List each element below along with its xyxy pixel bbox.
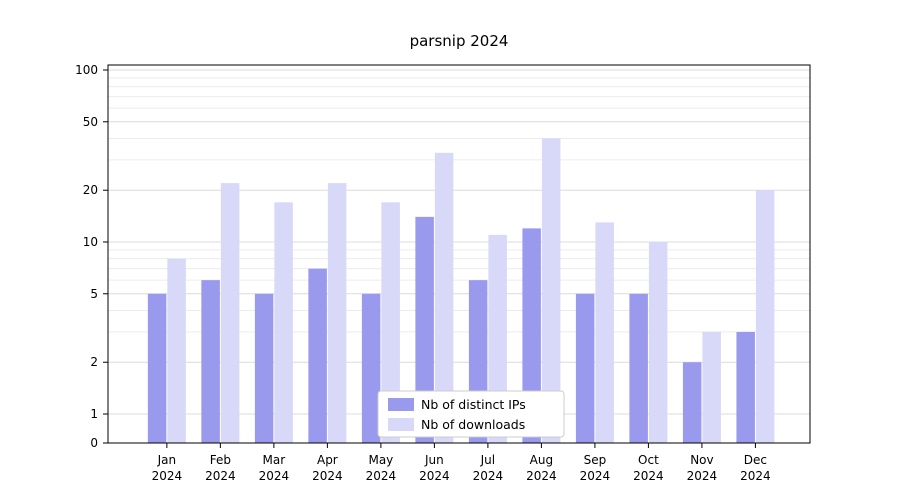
y-tick-label-100: 100: [75, 63, 98, 77]
bar-ips-mar-2024: [254, 293, 274, 443]
bar-ips-jun-2024: [415, 216, 434, 443]
bar-downloads-jan-2024: [167, 258, 186, 443]
bar-ips-nov-2024: [682, 362, 702, 443]
y-tick-label-2: 2: [90, 355, 98, 369]
axis-ticks: [103, 69, 756, 448]
bar-downloads-mar-2024: [274, 202, 293, 443]
x-tick-label-month-2: Mar: [263, 453, 286, 467]
bar-downloads-oct-2024: [648, 242, 668, 443]
bar-downloads-apr-2024: [327, 183, 347, 443]
bar-downloads-dec-2024: [755, 190, 775, 443]
x-tick-label-year-10: 2024: [687, 469, 718, 483]
bar-ips-jan-2024: [147, 293, 167, 443]
x-tick-label-year-1: 2024: [205, 469, 236, 483]
bar-ips-aug-2024: [522, 228, 541, 443]
bar-ips-sep-2024: [575, 293, 595, 443]
x-tick-label-month-10: Nov: [690, 453, 713, 467]
y-tick-label-50: 50: [83, 115, 98, 129]
bar-downloads-may-2024: [381, 202, 400, 443]
bar-downloads-aug-2024: [541, 138, 561, 443]
x-tick-label-month-0: Jan: [157, 453, 177, 467]
y-axis-labels: 0 1 2 5 10 20 50 100: [75, 63, 98, 450]
y-tick-label-1: 1: [90, 407, 98, 421]
bar-ips-may-2024: [361, 293, 381, 443]
x-tick-label-year-8: 2024: [580, 469, 611, 483]
x-tick-label-month-1: Feb: [210, 453, 231, 467]
x-tick-label-year-11: 2024: [740, 469, 771, 483]
x-tick-label-year-4: 2024: [366, 469, 397, 483]
y-tick-label-0: 0: [90, 436, 98, 450]
bar-ips-oct-2024: [629, 293, 648, 443]
legend-swatch-downloads: [388, 418, 414, 431]
y-tick-label-5: 5: [90, 287, 98, 301]
y-tick-label-20: 20: [83, 183, 98, 197]
x-tick-label-month-3: Apr: [317, 453, 338, 467]
legend-swatch-distinct-ips: [388, 398, 414, 411]
x-tick-label-month-4: May: [368, 453, 393, 467]
x-tick-label-month-9: Oct: [638, 453, 659, 467]
x-tick-label-year-2: 2024: [259, 469, 290, 483]
legend-frame: [377, 390, 565, 438]
x-tick-label-year-6: 2024: [473, 469, 504, 483]
x-tick-label-year-7: 2024: [526, 469, 557, 483]
x-tick-label-year-3: 2024: [312, 469, 343, 483]
x-tick-label-month-5: Jun: [424, 453, 444, 467]
x-tick-label-month-7: Aug: [530, 453, 553, 467]
plot-border: [107, 64, 811, 444]
bar-ips-feb-2024: [201, 280, 220, 443]
bar-ips-apr-2024: [308, 268, 327, 443]
bar-downloads-jun-2024: [434, 152, 454, 443]
x-tick-label-month-11: Dec: [744, 453, 767, 467]
bar-downloads-sep-2024: [595, 222, 614, 443]
x-axis-labels: Jan 2024 Feb 2024 Mar 2024 Apr 2024 May 2024 Jun 20…: [152, 453, 771, 483]
bar-downloads-feb-2024: [220, 183, 240, 443]
x-tick-label-year-5: 2024: [419, 469, 450, 483]
legend: Nb of distinct IPs Nb of downloads: [377, 390, 565, 438]
x-tick-label-month-8: Sep: [584, 453, 607, 467]
bar-downloads-nov-2024: [702, 331, 721, 443]
x-tick-label-month-6: Jul: [480, 453, 495, 467]
bar-ips-dec-2024: [736, 331, 755, 443]
legend-label-downloads: Nb of downloads: [421, 417, 525, 432]
y-tick-label-10: 10: [83, 235, 98, 249]
chart-title: parsnip 2024: [410, 32, 509, 50]
x-tick-label-year-0: 2024: [152, 469, 183, 483]
legend-label-distinct-ips: Nb of distinct IPs: [421, 397, 526, 412]
x-tick-label-year-9: 2024: [633, 469, 664, 483]
